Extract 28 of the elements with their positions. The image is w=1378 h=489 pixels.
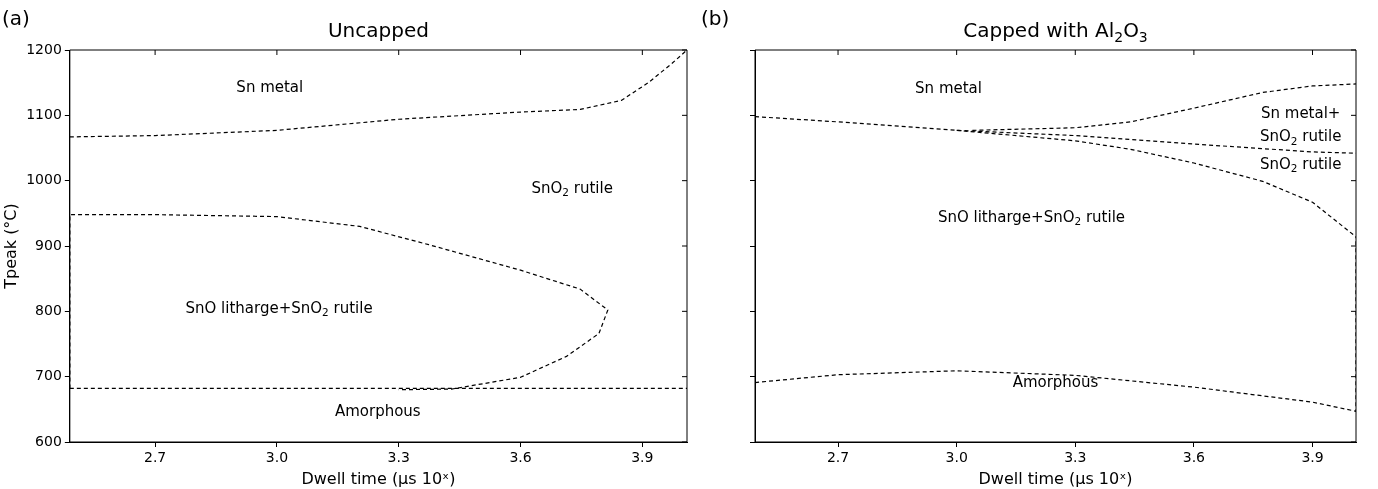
x-axis-title: Dwell time (µs 10ˣ) — [978, 468, 1133, 488]
x-axis-title: Dwell time (µs 10ˣ) — [301, 468, 456, 488]
annotation: Sn metal+ — [1260, 103, 1341, 122]
text: (a) — [2, 6, 30, 31]
text: (b) — [701, 6, 730, 31]
x-tick-label: 3.6 — [509, 449, 532, 466]
y-tick-label: 700 — [35, 367, 62, 384]
annotation: Amorphous — [334, 402, 421, 421]
y-axis-title: Tpeak (°C) — [0, 203, 20, 290]
x-tick-label: 2.7 — [143, 449, 167, 466]
x-tick-label: 3.9 — [1301, 449, 1324, 466]
x-tick-label: 3.0 — [265, 449, 289, 466]
x-tick-label: 2.7 — [826, 449, 850, 466]
y-tick-label: 900 — [35, 236, 62, 253]
y-tick-label: 1100 — [26, 105, 62, 122]
annotation: Sn metal — [236, 77, 304, 96]
chart-title: Uncapped — [327, 18, 429, 43]
x-tick-label: 3.0 — [945, 449, 968, 466]
x-tick-label: 3.6 — [1182, 449, 1206, 466]
y-tick-label: 800 — [35, 301, 62, 318]
annotation: Amorphous — [1012, 373, 1099, 392]
x-tick-label: 3.3 — [1064, 449, 1087, 466]
y-tick-label: 1000 — [26, 171, 62, 188]
y-tick-label: 1200 — [26, 40, 62, 57]
annotation: Sn metal — [915, 79, 982, 98]
x-tick-label: 3.3 — [387, 449, 410, 466]
y-tick-label: 600 — [35, 432, 62, 449]
x-tick-label: 3.9 — [631, 449, 654, 466]
